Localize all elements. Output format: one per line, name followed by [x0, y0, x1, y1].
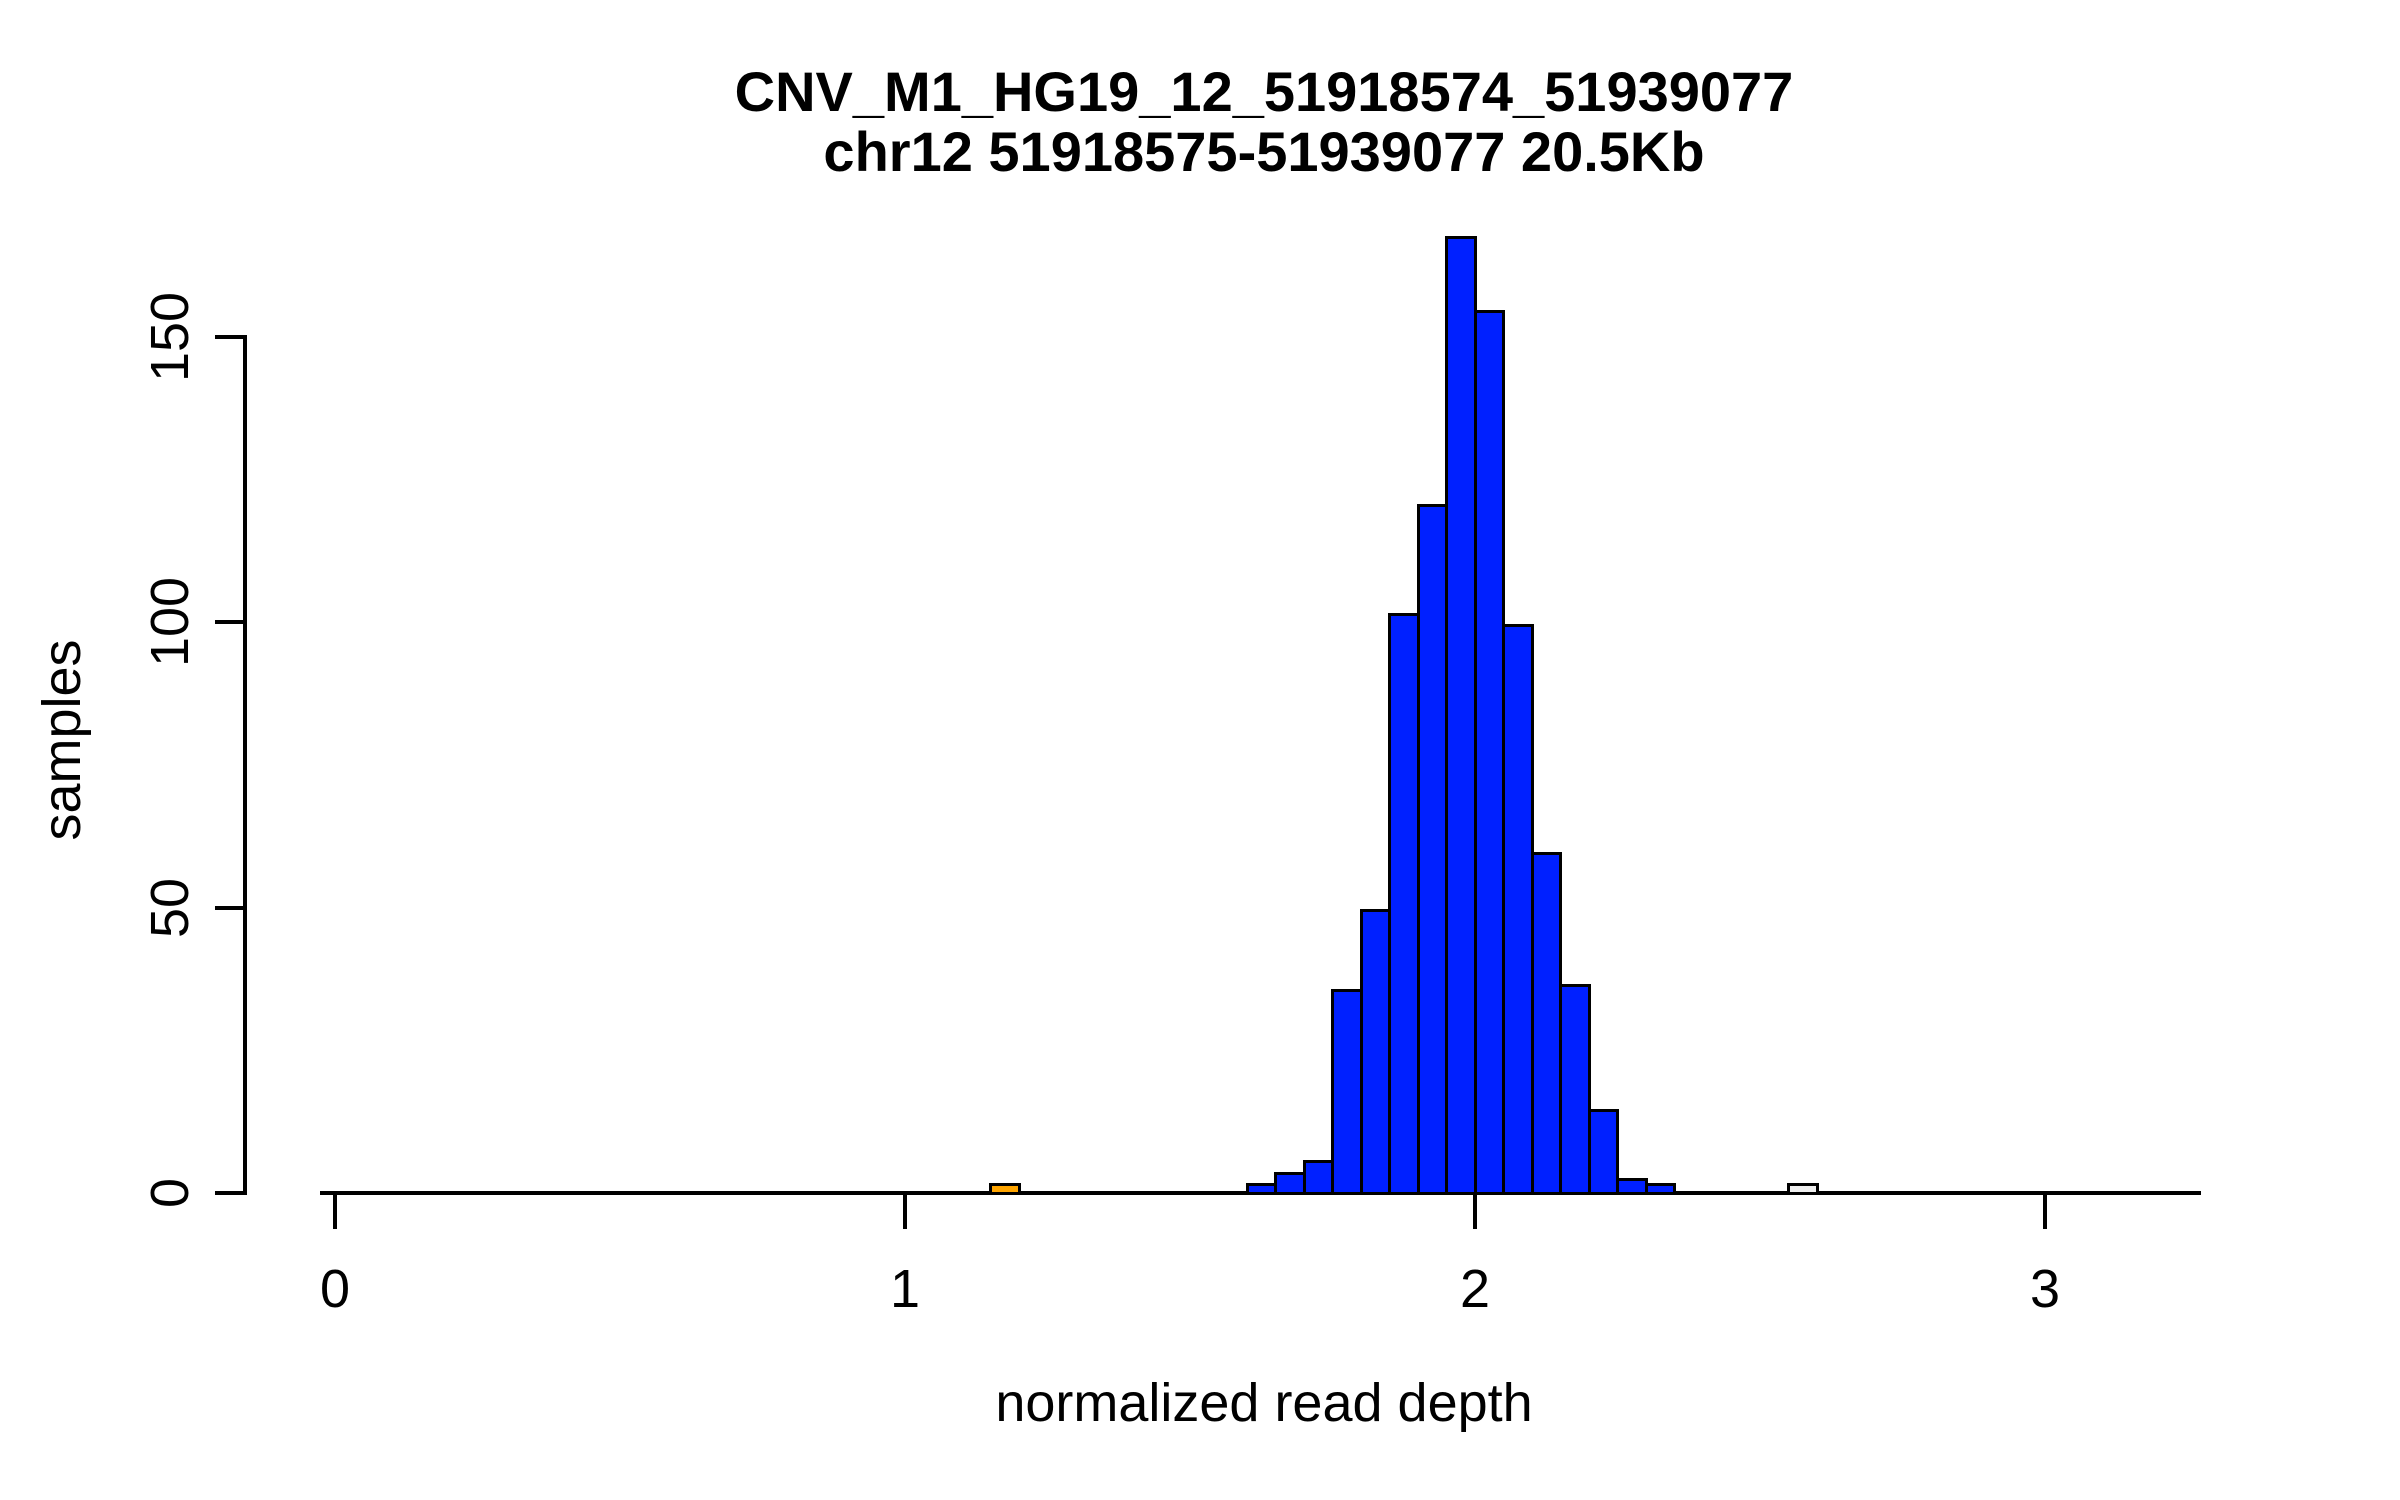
histogram-bar: [1245, 1183, 1277, 1195]
histogram-bar: [1302, 1160, 1334, 1195]
histogram-bar: [1445, 236, 1477, 1195]
x-tick-mark: [1473, 1193, 1477, 1229]
y-axis-title-text: samples: [32, 639, 92, 841]
y-axis-line: [243, 335, 247, 1195]
x-tick-label: 2: [1459, 1259, 1491, 1319]
y-tick-mark: [215, 905, 245, 910]
chart-title-line2: chr12 51918575-51939077 20.5Kb: [823, 120, 1705, 183]
y-tick-mark: [215, 1191, 245, 1195]
y-tick-label-text: 150: [140, 291, 200, 383]
y-tick-label-text: 100: [140, 577, 200, 668]
histogram-bar: [989, 1183, 1021, 1195]
x-tick-label: 0: [319, 1259, 351, 1319]
histogram-bar: [1530, 852, 1562, 1195]
chart-title-line1: CNV_M1_HG19_12_51918574_51939077: [734, 60, 1794, 123]
histogram-bar: [1559, 984, 1591, 1195]
histogram-bar: [1587, 1109, 1619, 1195]
histogram-bar: [1644, 1183, 1676, 1195]
histogram-bar: [1331, 989, 1363, 1195]
x-tick-label: 1: [889, 1259, 921, 1319]
y-tick-label-text: 0: [140, 1177, 200, 1209]
histogram-bar: [1274, 1172, 1306, 1195]
x-tick-mark: [2043, 1193, 2047, 1229]
histogram-bar: [1388, 613, 1420, 1195]
histogram-bar: [1616, 1178, 1648, 1195]
y-tick-mark: [215, 620, 245, 625]
histogram-bar: [1473, 310, 1505, 1195]
y-tick-label-text: 50: [140, 877, 200, 938]
y-tick-mark: [215, 335, 245, 339]
x-axis-title: normalized read depth: [995, 1373, 1533, 1433]
x-tick-mark: [333, 1193, 337, 1229]
histogram-bar: [1502, 624, 1534, 1195]
histogram-bar: [1359, 909, 1391, 1195]
histogram-bar: [1416, 504, 1448, 1195]
histogram-bar: [1787, 1183, 1819, 1195]
x-tick-mark: [903, 1193, 907, 1229]
x-tick-label: 3: [2029, 1259, 2061, 1319]
